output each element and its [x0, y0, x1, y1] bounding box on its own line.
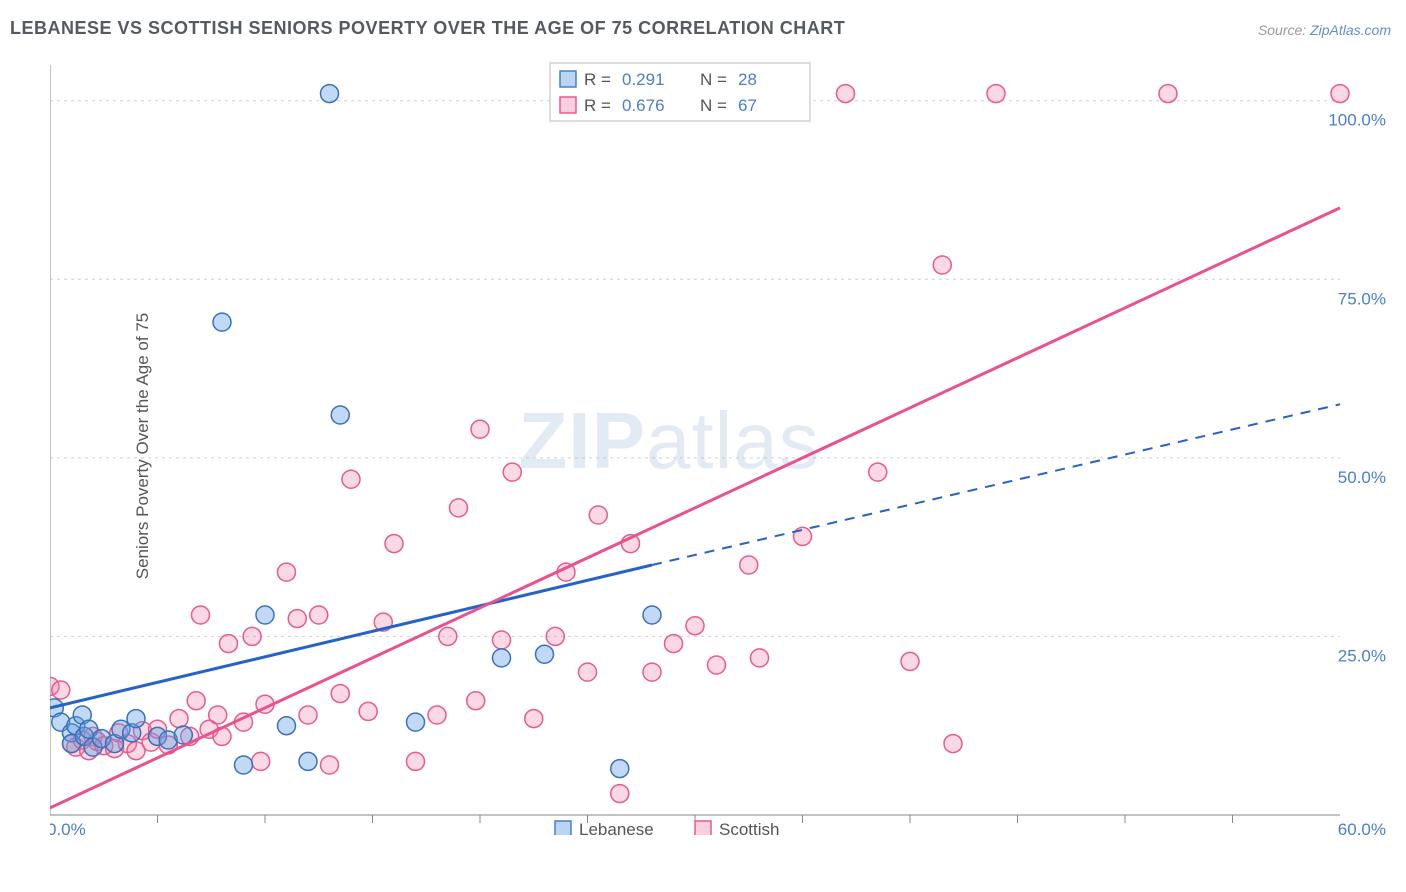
legend-label-lebanese: Lebanese [579, 820, 654, 835]
data-point-blue [213, 313, 231, 331]
y-tick-label: 50.0% [1338, 468, 1386, 487]
data-point-blue [643, 606, 661, 624]
data-point-pink [611, 785, 629, 803]
data-point-blue [321, 85, 339, 103]
data-point-pink [987, 85, 1005, 103]
data-point-blue [127, 710, 145, 728]
data-point-blue [299, 752, 317, 770]
data-point-pink [170, 710, 188, 728]
source-attribution: Source: ZipAtlas.com [1258, 22, 1391, 38]
data-point-pink [1331, 85, 1349, 103]
data-point-pink [187, 692, 205, 710]
data-point-pink [837, 85, 855, 103]
data-point-pink [471, 420, 489, 438]
y-tick-label: 25.0% [1338, 646, 1386, 665]
data-point-pink [794, 527, 812, 545]
chart-title: LEBANESE VS SCOTTISH SENIORS POVERTY OVE… [10, 18, 845, 39]
y-tick-label: 75.0% [1338, 289, 1386, 308]
data-point-blue [331, 406, 349, 424]
data-point-blue [256, 606, 274, 624]
data-point-pink [450, 499, 468, 517]
data-point-blue [493, 649, 511, 667]
corr-swatch-pink [560, 97, 576, 113]
corr-n-label2: N = [700, 96, 727, 115]
data-point-pink [467, 692, 485, 710]
plot-svg: 25.0%50.0%75.0%100.0%ZIPatlasR =0.291N =… [50, 55, 1390, 835]
corr-n-label: N = [700, 70, 727, 89]
data-point-pink [288, 610, 306, 628]
legend-label-scottish: Scottish [719, 820, 779, 835]
data-point-pink [933, 256, 951, 274]
corr-r-blue: 0.291 [622, 70, 665, 89]
corr-r-pink: 0.676 [622, 96, 665, 115]
data-point-pink [708, 656, 726, 674]
data-point-pink [869, 463, 887, 481]
data-point-pink [546, 627, 564, 645]
data-point-blue [407, 713, 425, 731]
source-link[interactable]: ZipAtlas.com [1310, 22, 1391, 38]
data-point-pink [525, 710, 543, 728]
data-point-pink [589, 506, 607, 524]
data-point-pink [342, 470, 360, 488]
data-point-pink [278, 563, 296, 581]
data-point-pink [643, 663, 661, 681]
x-tick-label: 0.0% [50, 820, 86, 835]
data-point-pink [740, 556, 758, 574]
y-tick-label: 100.0% [1328, 111, 1386, 130]
data-point-blue [235, 756, 253, 774]
corr-r-label: R = [584, 70, 611, 89]
data-point-pink [901, 652, 919, 670]
data-point-pink [503, 463, 521, 481]
data-point-blue [536, 645, 554, 663]
data-point-pink [321, 756, 339, 774]
data-point-pink [310, 606, 328, 624]
corr-swatch-blue [560, 71, 576, 87]
data-point-pink [751, 649, 769, 667]
data-point-pink [493, 631, 511, 649]
data-point-pink [359, 702, 377, 720]
corr-n-blue: 28 [738, 70, 757, 89]
data-point-pink [385, 535, 403, 553]
data-point-pink [686, 617, 704, 635]
data-point-pink [52, 681, 70, 699]
data-point-pink [209, 706, 227, 724]
source-prefix: Source: [1258, 22, 1310, 38]
trendline-pink [50, 208, 1340, 808]
data-point-pink [331, 685, 349, 703]
scatter-plot: 25.0%50.0%75.0%100.0%ZIPatlasR =0.291N =… [50, 55, 1390, 835]
legend-swatch-scottish [695, 821, 711, 835]
data-point-pink [192, 606, 210, 624]
data-point-blue [611, 760, 629, 778]
x-tick-label: 60.0% [1338, 820, 1386, 835]
data-point-pink [439, 627, 457, 645]
corr-r-label2: R = [584, 96, 611, 115]
data-point-pink [1159, 85, 1177, 103]
data-point-pink [665, 635, 683, 653]
data-point-pink [407, 752, 425, 770]
data-point-pink [579, 663, 597, 681]
data-point-pink [243, 627, 261, 645]
data-point-pink [428, 706, 446, 724]
corr-n-pink: 67 [738, 96, 757, 115]
data-point-pink [944, 735, 962, 753]
data-point-pink [219, 635, 237, 653]
data-point-blue [278, 717, 296, 735]
data-point-pink [299, 706, 317, 724]
legend-swatch-lebanese [555, 821, 571, 835]
data-point-pink [252, 752, 270, 770]
